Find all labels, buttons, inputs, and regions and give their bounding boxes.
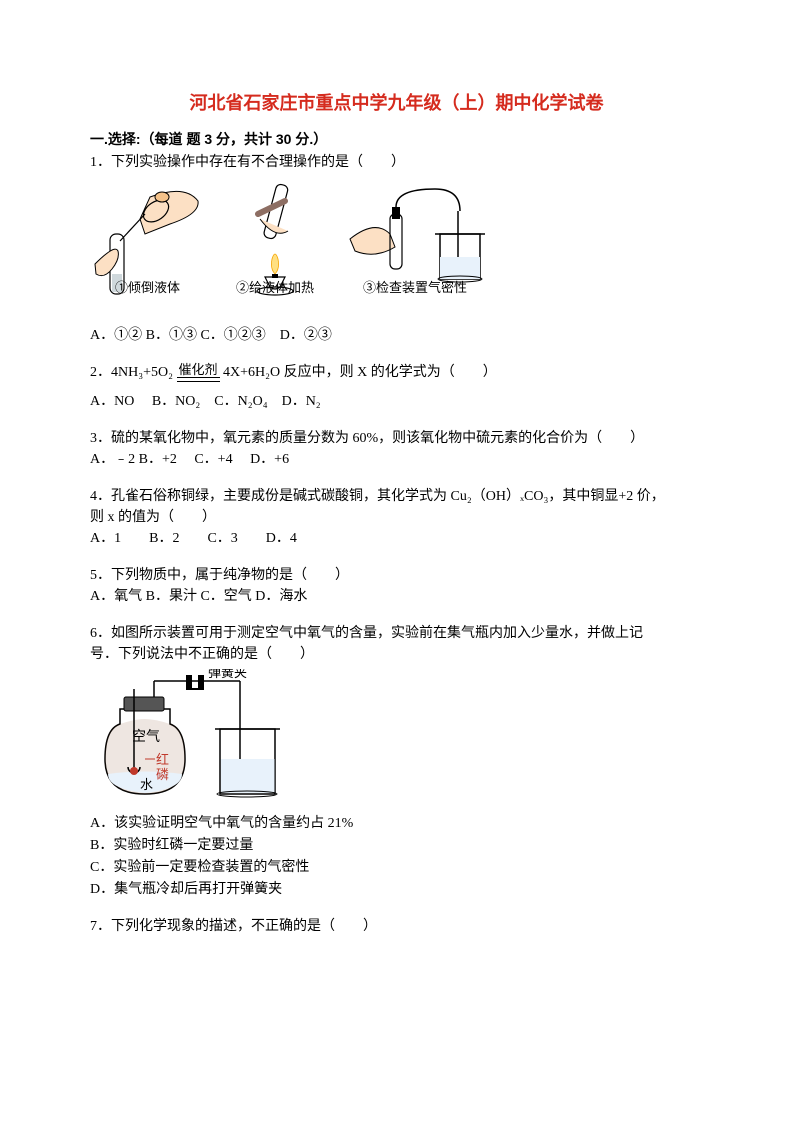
q1-fig-c-label: ③检查装置气密性 — [340, 278, 490, 298]
water-label-text: 水 — [140, 777, 153, 792]
q1-fig-a: ①倾倒液体 — [90, 179, 205, 297]
question-4: 4．孔雀石俗称铜绿，主要成份是碱式碳酸铜，其化学式为 Cu₂（OH）ₓCO₃，其… — [90, 486, 703, 549]
q1-figure: ①倾倒液体 ②给液体加热 — [90, 179, 490, 319]
q1-stem: 1．下列实验操作中存在有不合理操作的是（ ） — [90, 152, 703, 173]
oxygen-apparatus-icon: 弹簧夹 空气 红 磷 水 — [90, 669, 320, 809]
q2-options: A．NO B．NO₂ C．N₂O₄ D．N₂ — [90, 391, 703, 412]
catalyst-label: 催化剂 — [177, 363, 220, 378]
q7-stem: 7．下列化学现象的描述，不正确的是（ ） — [90, 916, 703, 937]
q1-fig-a-label: ①倾倒液体 — [90, 278, 205, 298]
air-label-text: 空气 — [132, 729, 160, 745]
question-1: 1．下列实验操作中存在有不合理操作的是（ ） ①倾倒液体 — [90, 152, 703, 346]
clip-label-text: 弹簧夹 — [208, 669, 247, 680]
q4-stem-line2: 则 x 的值为（ ） — [90, 507, 703, 528]
q6-optD: D．集气瓶冷却后再打开弹簧夹 — [90, 879, 703, 900]
question-5: 5．下列物质中，属于纯净物的是（ ） A．氧气 B．果汁 C．空气 D．海水 — [90, 565, 703, 607]
phos-label-text: 红 — [156, 752, 169, 767]
q4-options: A．1 B．2 C．3 D．4 — [90, 528, 703, 549]
q1-fig-c: ③检查装置气密性 — [340, 179, 490, 297]
question-7: 7．下列化学现象的描述，不正确的是（ ） — [90, 916, 703, 937]
q3-stem: 3．硫的某氧化物中，氧元素的质量分数为 60%，则该氧化物中硫元素的化合价为（ … — [90, 428, 703, 449]
q2-stem: 2．4NH₃+5O₂ 催化剂 4X+6H₂O 反应中，则 X 的化学式为（ ） — [90, 362, 703, 383]
q6-stem-line2: 号．下列说法中不正确的是（ ） — [90, 644, 703, 665]
q1-fig-b: ②给液体加热 — [220, 179, 330, 297]
q6-stem-line1: 6．如图所示装置可用于测定空气中氧气的含量，实验前在集气瓶内加入少量水，并做上记 — [90, 623, 703, 644]
section-1-header: 一.选择:（每道 题 3 分，共计 30 分.） — [90, 129, 703, 150]
exam-page: 河北省石家庄市重点中学九年级（上）期中化学试卷 一.选择:（每道 题 3 分，共… — [0, 0, 793, 979]
q6-optA: A．该实验证明空气中氧气的含量约占 21% — [90, 813, 703, 834]
phos-label-text2: 磷 — [156, 767, 169, 782]
question-3: 3．硫的某氧化物中，氧元素的质量分数为 60%，则该氧化物中硫元素的化合价为（ … — [90, 428, 703, 470]
q2-post: 4X+6H₂O 反应中，则 X 的化学式为（ ） — [223, 365, 497, 380]
q2-pre: 2．4NH₃+5O₂ — [90, 365, 173, 380]
q6-figure: 弹簧夹 空气 红 磷 水 — [90, 669, 320, 809]
q5-options: A．氧气 B．果汁 C．空气 D．海水 — [90, 586, 703, 607]
question-6: 6．如图所示装置可用于测定空气中氧气的含量，实验前在集气瓶内加入少量水，并做上记… — [90, 623, 703, 900]
q3-options: A．﹣2 B．+2 C．+4 D．+6 — [90, 449, 703, 470]
catalyst-arrow: 催化剂 — [177, 363, 220, 382]
q6-options: A．该实验证明空气中氧气的含量约占 21% B．实验时红磷一定要过量 C．实验前… — [90, 813, 703, 900]
q6-optC: C．实验前一定要检查装置的气密性 — [90, 857, 703, 878]
q1-fig-b-label: ②给液体加热 — [220, 278, 330, 298]
question-2: 2．4NH₃+5O₂ 催化剂 4X+6H₂O 反应中，则 X 的化学式为（ ） … — [90, 362, 703, 412]
q1-options: A．①② B．①③ C．①②③ D．②③ — [90, 325, 703, 346]
q6-optB: B．实验时红磷一定要过量 — [90, 835, 703, 856]
q5-stem: 5．下列物质中，属于纯净物的是（ ） — [90, 565, 703, 586]
q4-stem-line1: 4．孔雀石俗称铜绿，主要成份是碱式碳酸铜，其化学式为 Cu₂（OH）ₓCO₃，其… — [90, 486, 703, 507]
page-title: 河北省石家庄市重点中学九年级（上）期中化学试卷 — [90, 90, 703, 117]
